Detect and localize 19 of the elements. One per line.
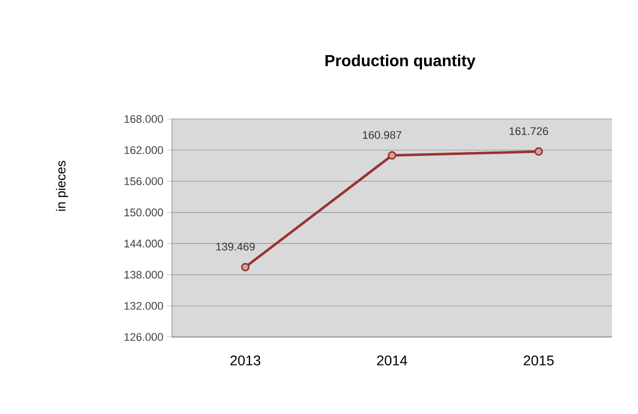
chart-title: Production quantity — [326, 54, 476, 70]
x-tick-label: 2015 — [524, 356, 554, 366]
y-tick-label: 144.000 — [124, 240, 164, 248]
y-tick-label: 132.000 — [124, 302, 164, 310]
point — [241, 262, 250, 272]
data-label: 139.469 — [216, 242, 255, 251]
y-tick-label: 162.000 — [124, 146, 164, 154]
y-tick-label: 156.000 — [124, 177, 164, 186]
y-tick-label: 138.000 — [124, 270, 164, 279]
data-label: 160.987 — [362, 131, 402, 139]
point — [534, 147, 543, 156]
y-axis-title: in pieces — [56, 160, 68, 211]
y-tick-label: 168.000 — [124, 115, 164, 123]
point — [388, 151, 396, 160]
data-label: 161.726 — [510, 127, 548, 136]
x-tick-label: 2013 — [230, 356, 260, 366]
x-tick-label: 2014 — [377, 356, 408, 366]
y-tick-label: 150.000 — [124, 208, 164, 216]
y-tick-label: 126.000 — [124, 333, 164, 341]
